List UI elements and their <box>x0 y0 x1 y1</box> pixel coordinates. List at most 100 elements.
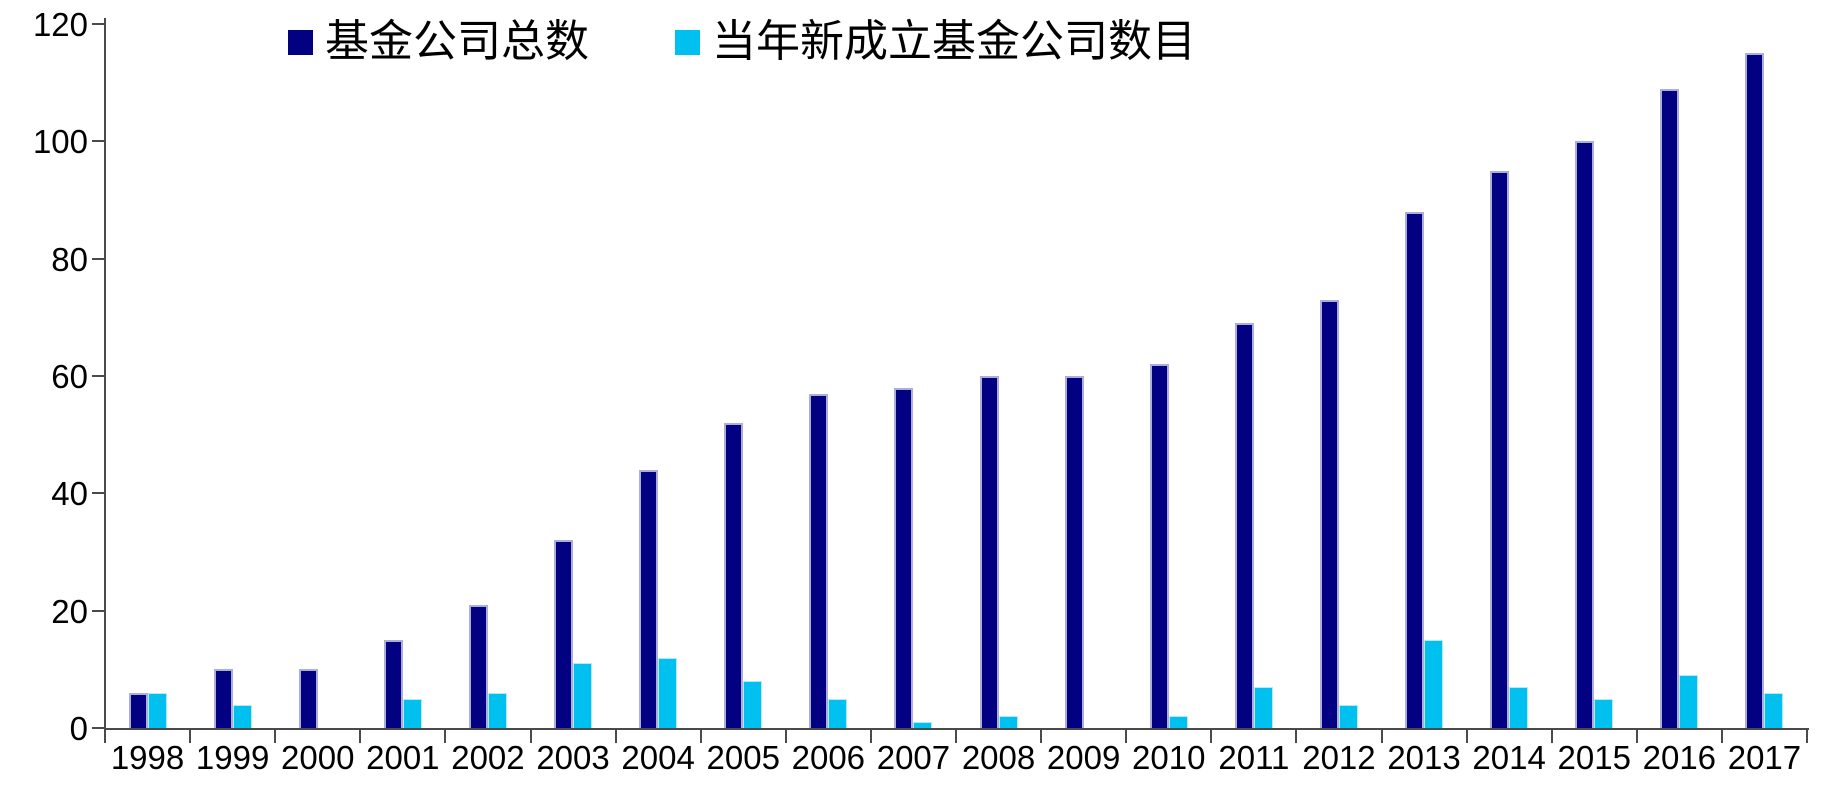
x-axis-line <box>104 728 1809 730</box>
y-axis-tick-label: 60 <box>51 358 88 395</box>
x-axis-label-1998: 1998 <box>110 739 185 776</box>
bar-total-2014 <box>1490 171 1510 728</box>
bar-new-2010 <box>1168 716 1188 728</box>
bar-new-1999 <box>232 705 252 728</box>
bar-total-2011 <box>1234 323 1254 728</box>
x-axis-tick <box>1635 730 1638 743</box>
x-axis-tick <box>274 730 277 743</box>
legend-swatch-icon <box>675 29 700 55</box>
legend-label: 基金公司总数 <box>325 16 589 67</box>
x-axis-label-2005: 2005 <box>706 739 780 776</box>
y-axis-tick-label: 0 <box>69 710 88 747</box>
bar-total-2006 <box>809 394 829 728</box>
x-axis-tick <box>1465 730 1468 743</box>
bar-new-2011 <box>1253 687 1273 728</box>
bar-new-2001 <box>402 699 422 728</box>
x-axis-label-2006: 2006 <box>791 739 866 776</box>
x-axis-tick <box>529 730 532 743</box>
x-axis-tick <box>1806 730 1808 743</box>
bar-new-2003 <box>573 663 593 728</box>
bar-total-2008 <box>979 376 999 728</box>
bar-new-2002 <box>487 693 507 728</box>
x-axis-tick <box>1210 730 1213 743</box>
y-axis-tick <box>92 609 105 612</box>
x-axis-tick <box>444 730 447 743</box>
bar-new-2004 <box>658 658 678 728</box>
x-axis-label-2011: 2011 <box>1218 739 1290 776</box>
x-axis-label-2007: 2007 <box>876 739 951 776</box>
y-axis-tick <box>92 257 105 260</box>
y-axis-tick <box>92 727 105 729</box>
bar-new-2008 <box>998 716 1018 728</box>
x-axis-label-2012: 2012 <box>1302 739 1376 776</box>
x-axis-label-2001: 2001 <box>366 739 440 776</box>
x-axis-label-2000: 2000 <box>281 739 355 776</box>
bar-new-2006 <box>828 699 848 728</box>
y-axis-tick <box>92 140 105 143</box>
legend-item-new: 当年新成立基金公司数目 <box>675 14 1196 70</box>
legend-swatch-icon <box>288 29 313 55</box>
bar-total-2010 <box>1149 364 1169 728</box>
bar-total-2007 <box>894 388 914 728</box>
bar-total-1998 <box>128 693 148 728</box>
x-axis-label-2015: 2015 <box>1557 739 1631 776</box>
x-axis-tick <box>614 730 617 743</box>
y-axis-tick-label: 120 <box>32 6 88 43</box>
x-axis-label-2016: 2016 <box>1642 739 1717 776</box>
x-axis-tick <box>1040 730 1043 743</box>
x-axis-tick <box>104 730 106 743</box>
x-axis-tick <box>1295 730 1298 743</box>
bar-new-1998 <box>147 693 167 728</box>
bar-new-2014 <box>1509 687 1529 728</box>
bar-total-2003 <box>554 540 574 728</box>
bar-new-2007 <box>913 722 933 728</box>
x-axis-tick <box>1380 730 1383 743</box>
bar-new-2005 <box>743 681 763 728</box>
x-axis-label-2014: 2014 <box>1472 739 1546 776</box>
bar-total-1999 <box>213 669 233 728</box>
x-axis-label-2013: 2013 <box>1387 739 1461 776</box>
x-axis-label-2009: 2009 <box>1046 739 1121 776</box>
x-axis-tick <box>1550 730 1553 743</box>
bar-total-2017 <box>1745 53 1765 728</box>
bar-total-2015 <box>1575 141 1595 728</box>
y-axis-tick <box>92 375 105 377</box>
x-axis-tick <box>189 730 192 743</box>
bar-total-2013 <box>1405 212 1425 728</box>
y-axis-tick-label: 80 <box>51 240 88 278</box>
y-axis-tick-label: 20 <box>51 592 88 630</box>
bar-total-2012 <box>1319 300 1339 728</box>
x-axis-tick <box>869 730 872 743</box>
bar-total-2016 <box>1660 89 1680 728</box>
bar-new-2017 <box>1764 693 1784 728</box>
x-axis-label-1999: 1999 <box>195 739 270 776</box>
x-axis-label-2010: 2010 <box>1132 739 1206 776</box>
x-axis-tick <box>955 730 957 743</box>
bar-total-2009 <box>1064 376 1084 728</box>
y-axis-tick-label: 100 <box>32 123 88 161</box>
bar-total-2002 <box>468 605 488 728</box>
bar-total-2001 <box>383 640 403 728</box>
legend-label: 当年新成立基金公司数目 <box>712 16 1196 67</box>
x-axis-tick <box>359 730 362 743</box>
y-axis-tick-label: 40 <box>51 475 88 513</box>
x-axis-label-2004: 2004 <box>621 739 695 776</box>
y-axis-tick <box>92 23 105 25</box>
bar-total-2000 <box>298 669 318 728</box>
x-axis-label-2008: 2008 <box>961 739 1036 776</box>
x-axis-tick <box>699 730 702 743</box>
x-axis-label-2017: 2017 <box>1727 739 1802 776</box>
bar-new-2012 <box>1338 705 1358 728</box>
y-axis-line <box>104 18 106 730</box>
x-axis-label-2003: 2003 <box>536 739 610 776</box>
chart-legend: 基金公司总数 当年新成立基金公司数目 <box>0 14 1824 70</box>
x-axis-label-2002: 2002 <box>451 739 525 776</box>
x-axis-tick <box>1720 730 1723 743</box>
bar-new-2015 <box>1594 699 1614 728</box>
x-axis-tick <box>1125 730 1128 743</box>
y-axis-tick <box>92 492 105 495</box>
bar-new-2016 <box>1679 675 1699 728</box>
legend-item-total: 基金公司总数 <box>288 14 589 70</box>
bar-total-2004 <box>639 470 659 728</box>
